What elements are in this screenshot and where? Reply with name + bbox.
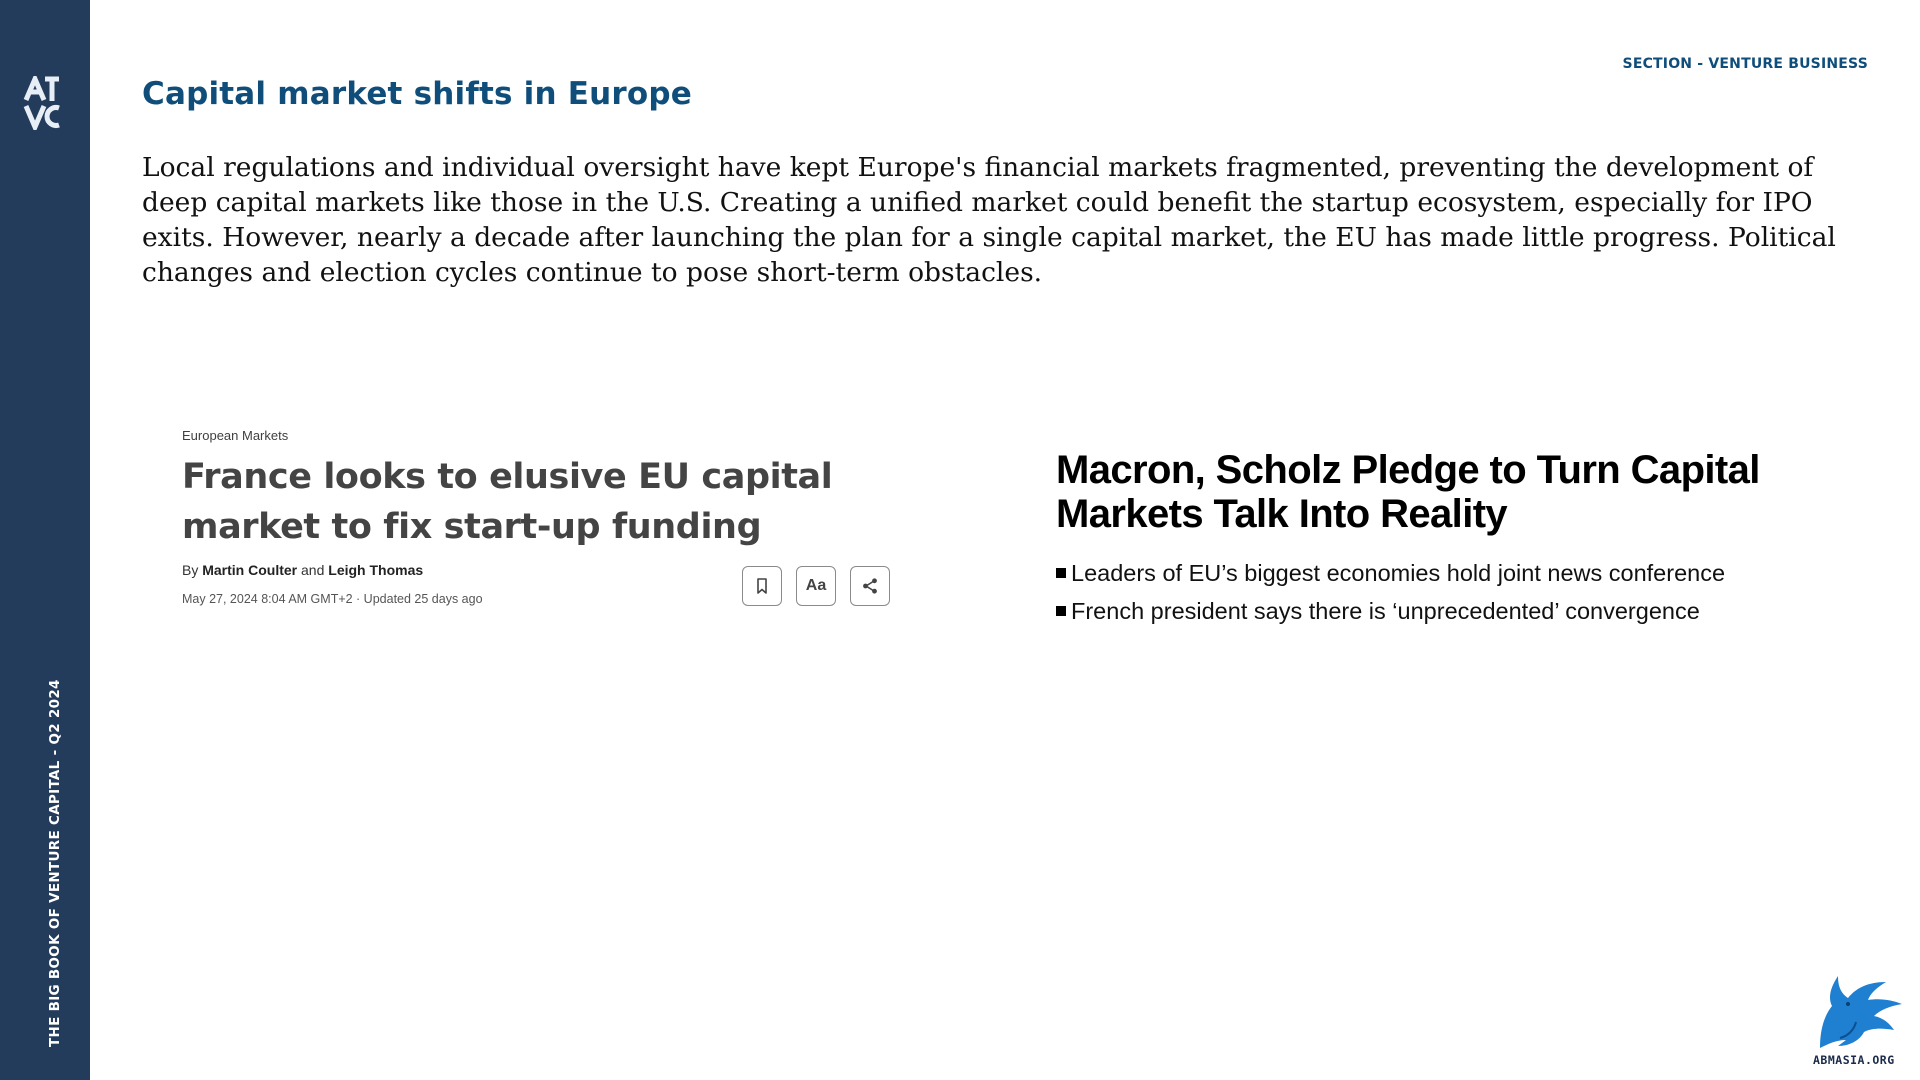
list-item: Leaders of EU’s biggest economies hold j… — [1056, 554, 1856, 592]
atvc-logo — [22, 76, 62, 130]
bird-logo-icon — [1810, 970, 1920, 1050]
article-headline: France looks to elusive EU capital marke… — [182, 457, 833, 547]
sidebar: THE BIG BOOK OF VENTURE CAPITAL - Q2 202… — [0, 0, 90, 1080]
bullet-text: French president says there is ‘unpreced… — [1071, 598, 1700, 624]
byline-and: and — [301, 562, 325, 578]
bullet-square-icon — [1056, 606, 1066, 616]
reuters-article-card: European Markets France looks to elusive… — [182, 420, 902, 620]
text-size-icon: Aa — [805, 577, 827, 594]
article-kicker: European Markets — [182, 428, 289, 443]
watermark-text: ABMASIA.ORG — [1813, 1053, 1895, 1067]
bullet-text: Leaders of EU’s biggest economies hold j… — [1071, 560, 1726, 586]
page-title: Capital market shifts in Europe — [142, 76, 693, 112]
abmasia-watermark: ABMASIA.ORG — [1810, 970, 1920, 1074]
intro-paragraph: Local regulations and individual oversig… — [142, 152, 1836, 288]
report-title-vertical: THE BIG BOOK OF VENTURE CAPITAL - Q2 202… — [47, 679, 63, 1047]
bloomberg-article-card: Macron, Scholz Pledge to Turn Capital Ma… — [1056, 448, 1856, 630]
section-label: SECTION - VENTURE BUSINESS — [1622, 56, 1868, 72]
article-dateline: May 27, 2024 8:04 AM GMT+2 · Updated 25 … — [182, 592, 483, 606]
share-button[interactable] — [850, 566, 890, 606]
article-headline: Macron, Scholz Pledge to Turn Capital Ma… — [1056, 448, 1760, 536]
list-item: French president says there is ‘unpreced… — [1056, 592, 1856, 630]
author-name[interactable]: Leigh Thomas — [328, 562, 424, 578]
bullet-square-icon — [1056, 568, 1066, 578]
article-byline: By Martin Coulter and Leigh Thomas — [182, 562, 423, 578]
bookmark-button[interactable] — [742, 566, 782, 606]
share-icon — [861, 577, 879, 595]
bookmark-icon — [753, 577, 771, 595]
article-bullets: Leaders of EU’s biggest economies hold j… — [1056, 554, 1856, 630]
author-name[interactable]: Martin Coulter — [202, 562, 298, 578]
byline-prefix: By — [182, 562, 199, 578]
text-size-button[interactable]: Aa — [796, 566, 836, 606]
